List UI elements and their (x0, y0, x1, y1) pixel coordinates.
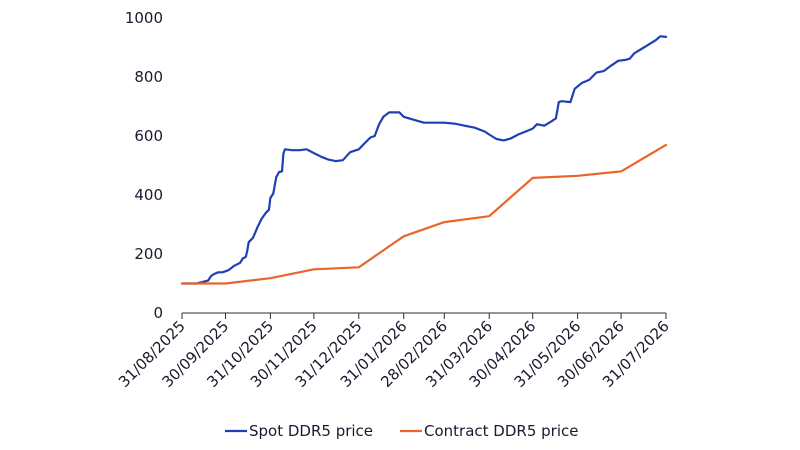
series-line-spot (180, 35, 668, 285)
y-tick-label: 400 (134, 186, 163, 204)
y-tick-label: 0 (153, 304, 163, 322)
series-lines (180, 35, 668, 285)
legend-label-spot: Spot DDR5 price (249, 422, 373, 440)
series-line-contract (180, 143, 668, 285)
x-axis: 31/08/202530/09/202531/10/202530/11/2025… (115, 312, 673, 391)
y-axis: 0 200 400 600 800 1000 (125, 9, 163, 322)
legend: Spot DDR5 price Contract DDR5 price (225, 422, 578, 440)
y-tick-label: 200 (134, 245, 163, 263)
y-tick-label: 600 (134, 127, 163, 145)
y-tick-label: 800 (134, 68, 163, 86)
y-tick-label: 1000 (125, 9, 163, 27)
legend-label-contract: Contract DDR5 price (424, 422, 578, 440)
